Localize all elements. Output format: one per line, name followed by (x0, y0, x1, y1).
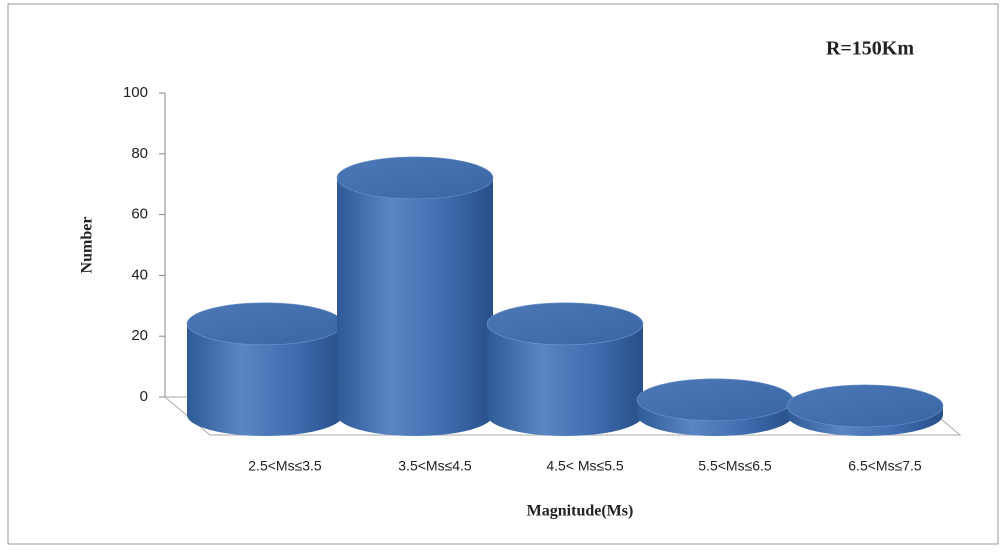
y-tick-label: 40 (131, 266, 148, 283)
x-axis-label: Magnitude(Ms) (527, 503, 634, 520)
y-tick-label: 20 (131, 327, 148, 344)
annotation: R=150Km (826, 38, 914, 60)
y-axis-label: Number (79, 217, 96, 274)
bar-top (786, 384, 944, 428)
bar-top (636, 378, 794, 422)
x-tick-label: 2.5<Ms≤3.5 (248, 458, 322, 474)
frame (7, 3, 999, 545)
bar-top (336, 156, 494, 200)
y-tick-label: 60 (131, 206, 148, 223)
y-tick-label: 100 (123, 84, 148, 101)
bar (187, 323, 343, 436)
x-tick-label: 6.5<Ms≤7.5 (848, 458, 922, 474)
x-tick-label: 5.5<Ms≤6.5 (698, 458, 772, 474)
y-tick-label: 80 (131, 145, 148, 162)
y-tick-label: 0 (140, 388, 148, 405)
x-tick-label: 3.5<Ms≤4.5 (398, 458, 472, 474)
bar-top (486, 302, 644, 346)
bar (487, 323, 643, 436)
bar-top (186, 302, 344, 346)
x-tick-label: 4.5< Ms≤5.5 (546, 458, 624, 474)
bar (337, 177, 493, 436)
